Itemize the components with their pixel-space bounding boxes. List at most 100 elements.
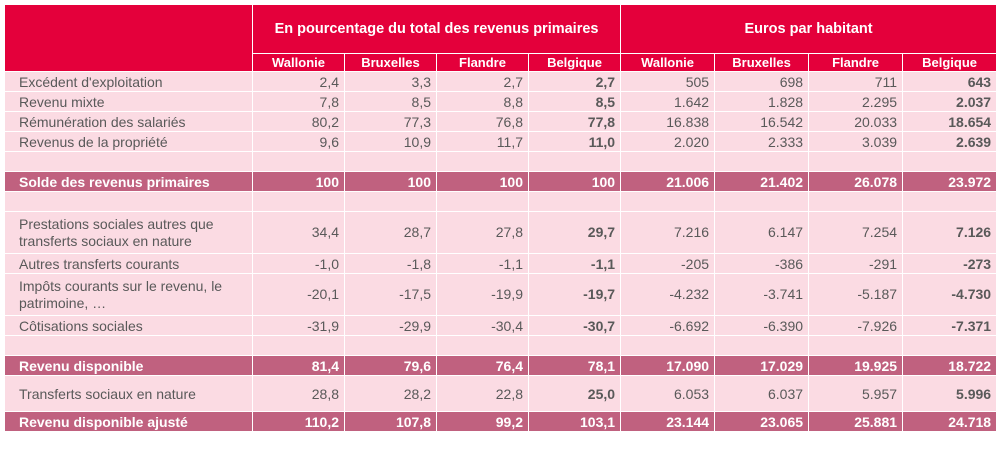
value-cell: 77,8 — [527, 111, 622, 132]
row-label: Revenu mixte — [4, 91, 253, 112]
value-cell: 100 — [252, 171, 345, 192]
value-cell: 1.828 — [714, 91, 810, 112]
value-cell: 80,2 — [252, 111, 345, 132]
value-cell: 6.037 — [714, 375, 810, 412]
value-cell: -1,8 — [344, 253, 437, 274]
value-cell: 29,7 — [527, 211, 622, 254]
value-cell: -386 — [714, 253, 810, 274]
value-cell: -29,9 — [344, 315, 437, 336]
table-row: Excédent d'exploitation 2,4 3,3 2,7 2,7 505 69… — [4, 71, 998, 92]
value-cell: 711 — [808, 71, 904, 92]
spacer-cell — [902, 335, 998, 356]
value-cell: 2.639 — [902, 131, 998, 152]
spacer-cell — [527, 151, 622, 172]
table-row: Prestations sociales autres que transfer… — [4, 211, 998, 254]
value-cell: 16.542 — [714, 111, 810, 132]
spacer-cell — [714, 191, 810, 212]
spacer-cell — [344, 335, 437, 356]
value-cell: 20.033 — [808, 111, 904, 132]
column-header: Wallonie — [252, 53, 345, 72]
value-cell: -17,5 — [344, 273, 437, 316]
value-cell: 21.402 — [714, 171, 810, 192]
value-cell: 26.078 — [808, 171, 904, 192]
value-cell: 25,0 — [527, 375, 622, 412]
value-cell: 2.333 — [714, 131, 810, 152]
row-label: Revenu disponible — [4, 355, 253, 376]
value-cell: 78,1 — [527, 355, 622, 376]
spacer-cell — [808, 335, 904, 356]
value-cell: 10,9 — [344, 131, 437, 152]
value-cell: 100 — [436, 171, 529, 192]
row-label: Revenus de la propriété — [4, 131, 253, 152]
row-label: Transferts sociaux en nature — [4, 375, 253, 412]
value-cell: -5.187 — [808, 273, 904, 316]
spacer-cell — [714, 151, 810, 172]
value-cell: 7,8 — [252, 91, 345, 112]
value-cell: 3.039 — [808, 131, 904, 152]
value-cell: 23.144 — [620, 411, 716, 432]
table-row: Côtisations sociales -31,9 -29,9 -30,4 -30,7… — [4, 315, 998, 336]
header-group-eur: Euros par habitant — [620, 4, 998, 54]
value-cell: 16.838 — [620, 111, 716, 132]
value-cell: 76,8 — [436, 111, 529, 132]
value-cell: -20,1 — [252, 273, 345, 316]
spacer-cell — [436, 191, 529, 212]
spacer-cell — [808, 151, 904, 172]
spacer-cell — [808, 191, 904, 212]
value-cell: 25.881 — [808, 411, 904, 432]
total-row: Revenu disponible ajusté 110,2 107,8 99,2 10… — [4, 411, 998, 432]
value-cell: 7.254 — [808, 211, 904, 254]
row-label: Solde des revenus primaires — [4, 171, 253, 192]
table-row: Rémunération des salariés 80,2 77,3 76,8 77,… — [4, 111, 998, 132]
spacer-cell — [620, 151, 716, 172]
column-header: Bruxelles — [714, 53, 810, 72]
value-cell: 2,4 — [252, 71, 345, 92]
spacer-cell — [527, 335, 622, 356]
column-header: Flandre — [808, 53, 904, 72]
value-cell: 107,8 — [344, 411, 437, 432]
value-cell: 3,3 — [344, 71, 437, 92]
column-header: Bruxelles — [344, 53, 437, 72]
value-cell: 28,7 — [344, 211, 437, 254]
value-cell: 7.126 — [902, 211, 998, 254]
value-cell: 11,7 — [436, 131, 529, 152]
value-cell: 8,5 — [344, 91, 437, 112]
value-cell: 698 — [714, 71, 810, 92]
value-cell: -1,1 — [527, 253, 622, 274]
value-cell: -291 — [808, 253, 904, 274]
spacer-row — [4, 151, 998, 172]
value-cell: 28,8 — [252, 375, 345, 412]
value-cell: -31,9 — [252, 315, 345, 336]
spacer-row — [4, 335, 998, 356]
value-cell: -273 — [902, 253, 998, 274]
value-cell: 5.957 — [808, 375, 904, 412]
value-cell: 6.053 — [620, 375, 716, 412]
table-row: Impôts courants sur le revenu, le patrim… — [4, 273, 998, 316]
value-cell: 505 — [620, 71, 716, 92]
value-cell: -4.730 — [902, 273, 998, 316]
spacer-cell — [252, 151, 345, 172]
value-cell: 2,7 — [527, 71, 622, 92]
header-group-pct: En pourcentage du total des revenus prim… — [251, 4, 622, 54]
table-row: Revenu mixte 7,8 8,5 8,8 8,5 1.642 1.828 2.295 2… — [4, 91, 998, 112]
row-label: Rémunération des salariés — [4, 111, 253, 132]
value-cell: -30,4 — [436, 315, 529, 336]
value-cell: 11,0 — [527, 131, 622, 152]
value-cell: 2.020 — [620, 131, 716, 152]
row-label: Impôts courants sur le revenu, le patrim… — [4, 273, 253, 316]
value-cell: 79,6 — [344, 355, 437, 376]
spacer-cell — [344, 151, 437, 172]
value-cell: 81,4 — [252, 355, 345, 376]
row-label: Excédent d'exploitation — [4, 71, 253, 92]
value-cell: 23.065 — [714, 411, 810, 432]
value-cell: -6.390 — [714, 315, 810, 336]
value-cell: 100 — [527, 171, 622, 192]
value-cell: 27,8 — [436, 211, 529, 254]
value-cell: -30,7 — [527, 315, 622, 336]
value-cell: 2.295 — [808, 91, 904, 112]
value-cell: 8,5 — [527, 91, 622, 112]
value-cell: 19.925 — [808, 355, 904, 376]
value-cell: 23.972 — [902, 171, 998, 192]
value-cell: -6.692 — [620, 315, 716, 336]
value-cell: 1.642 — [620, 91, 716, 112]
